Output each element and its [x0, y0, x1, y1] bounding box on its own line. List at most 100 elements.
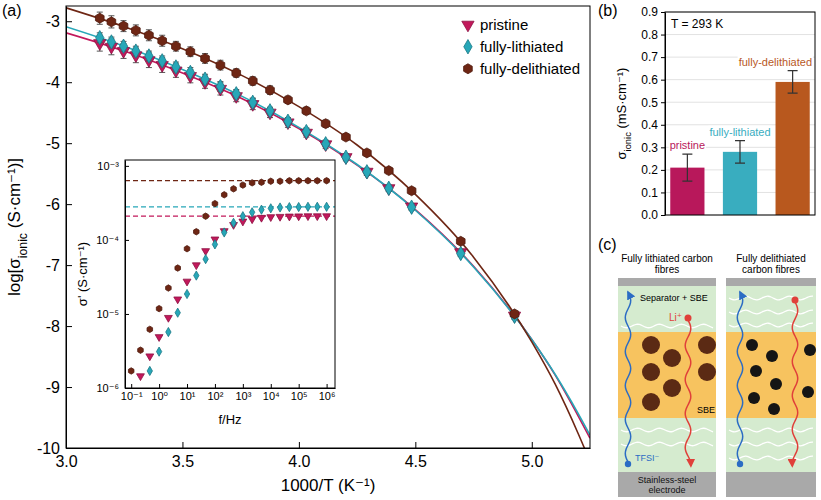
- tick-mark: [215, 384, 216, 388]
- data-point: [510, 309, 518, 323]
- inset-point: [305, 178, 311, 184]
- data-point: [216, 60, 225, 70]
- tick: -3: [46, 13, 72, 30]
- legend-entry: fully-lithiated: [464, 38, 564, 55]
- tick: 10⁻⁵: [96, 308, 129, 320]
- tick-mark: [125, 314, 129, 315]
- data-point: [145, 30, 154, 40]
- tick-mark: [661, 125, 665, 126]
- inset-point: [248, 217, 256, 224]
- fit-line: [66, 27, 590, 435]
- inset-point: [285, 214, 293, 221]
- data-point: [119, 39, 127, 53]
- tick: 0.7: [641, 50, 665, 64]
- legend-label: fully-lithiated: [480, 38, 563, 55]
- data-point: [248, 76, 257, 86]
- tick-label: 0.0: [641, 208, 658, 222]
- inset-point: [174, 297, 182, 304]
- inset-point: [203, 213, 209, 219]
- data-point: [186, 47, 195, 57]
- tick-mark: [66, 265, 72, 266]
- carbon-fibre: [663, 349, 681, 367]
- inset-point: [192, 263, 200, 270]
- tick-label: -4: [46, 74, 60, 91]
- text-part: log[σ: [5, 258, 24, 296]
- legend-marker: [464, 64, 473, 74]
- tick-label: 10⁻³: [97, 160, 119, 172]
- carbon-fibre: [746, 339, 758, 351]
- fit-lines: [66, 8, 590, 448]
- data-point: [510, 309, 519, 319]
- tick-mark: [66, 21, 72, 22]
- data-point: [232, 68, 241, 78]
- text-part: σ' (S·cm⁻¹): [75, 242, 90, 306]
- separator-fibre: [621, 324, 713, 328]
- data-point: [107, 17, 116, 27]
- inset-x-axis: 10⁻¹10⁰10¹10²10³10⁴10⁵10⁶: [121, 384, 336, 402]
- tick-label: 4.0: [288, 453, 310, 470]
- tick-mark: [66, 82, 72, 83]
- carbon-fibre: [698, 336, 716, 354]
- y-axis-line: [66, 7, 67, 449]
- inset-point: [304, 214, 312, 221]
- text-part: σ: [614, 151, 629, 159]
- inset-point: [277, 178, 283, 184]
- plot-background: [66, 6, 590, 448]
- inset-point: [164, 315, 172, 322]
- carbon-fibre: [663, 379, 681, 397]
- data-point: [158, 36, 167, 46]
- x-axis-line: [67, 448, 591, 449]
- inset-point: [315, 202, 320, 211]
- x-axis-title: 1000/T (K⁻¹): [281, 476, 376, 495]
- anion-label: TFSI⁻: [635, 453, 659, 463]
- fit-line: [66, 33, 590, 438]
- y-axis-title: σionic (mS·cm⁻¹): [614, 68, 633, 160]
- electrode: [618, 278, 716, 286]
- text-part: f/Hz: [218, 412, 241, 427]
- inset-point: [203, 255, 208, 264]
- error-bar: [682, 154, 692, 181]
- inset-point: [184, 246, 190, 252]
- tick: 5.0: [521, 442, 543, 470]
- anion-path: [737, 292, 742, 462]
- panel-label: (a): [2, 2, 22, 19]
- tick-mark: [66, 143, 72, 144]
- separator-fibre: [729, 323, 813, 327]
- tick-mark: [661, 170, 665, 171]
- tick-mark: [661, 57, 665, 58]
- category-labels: pristinefully-lithiatedfully-delithiated: [669, 56, 813, 151]
- data-point: [322, 137, 330, 151]
- tick-mark: [243, 384, 244, 388]
- tick-mark: [661, 102, 665, 103]
- tick: 0.5: [641, 96, 665, 110]
- electrode: [618, 472, 716, 497]
- inset-point: [138, 347, 144, 353]
- data-point: [266, 85, 275, 95]
- inset-data: [125, 178, 335, 381]
- separator-fibre: [729, 456, 813, 460]
- inset-point: [194, 271, 199, 280]
- tick-label: 0.8: [641, 28, 658, 42]
- panel-label: (c): [598, 236, 617, 253]
- inset-point: [259, 205, 264, 214]
- tick: -10: [37, 440, 72, 457]
- data-point: [407, 186, 416, 196]
- tick-label: 10¹: [180, 390, 196, 402]
- tick-label: -5: [46, 135, 60, 152]
- carbon-fibre: [748, 392, 760, 404]
- tick-mark: [661, 35, 665, 36]
- electrode: [726, 278, 816, 286]
- carbon-fibre: [642, 393, 660, 411]
- data-point: [284, 95, 293, 105]
- fit-line: [66, 8, 590, 448]
- sbe-layer: [618, 332, 716, 418]
- tick-mark: [66, 387, 72, 388]
- inset-point: [156, 347, 161, 356]
- cell-column: Fully lithiated carbonfibresSeparator + …: [618, 253, 716, 497]
- category-label: fully-delithiated: [739, 56, 812, 68]
- data-point: [119, 21, 128, 31]
- data-point: [158, 54, 166, 68]
- column-title: Fully delithiatedcarbon fibres: [736, 253, 805, 275]
- panel-a: 10⁻¹10⁰10¹10²10³10⁴10⁵10⁶10⁻⁶10⁻⁵10⁻⁴10⁻…: [5, 6, 591, 495]
- data-point: [456, 236, 465, 246]
